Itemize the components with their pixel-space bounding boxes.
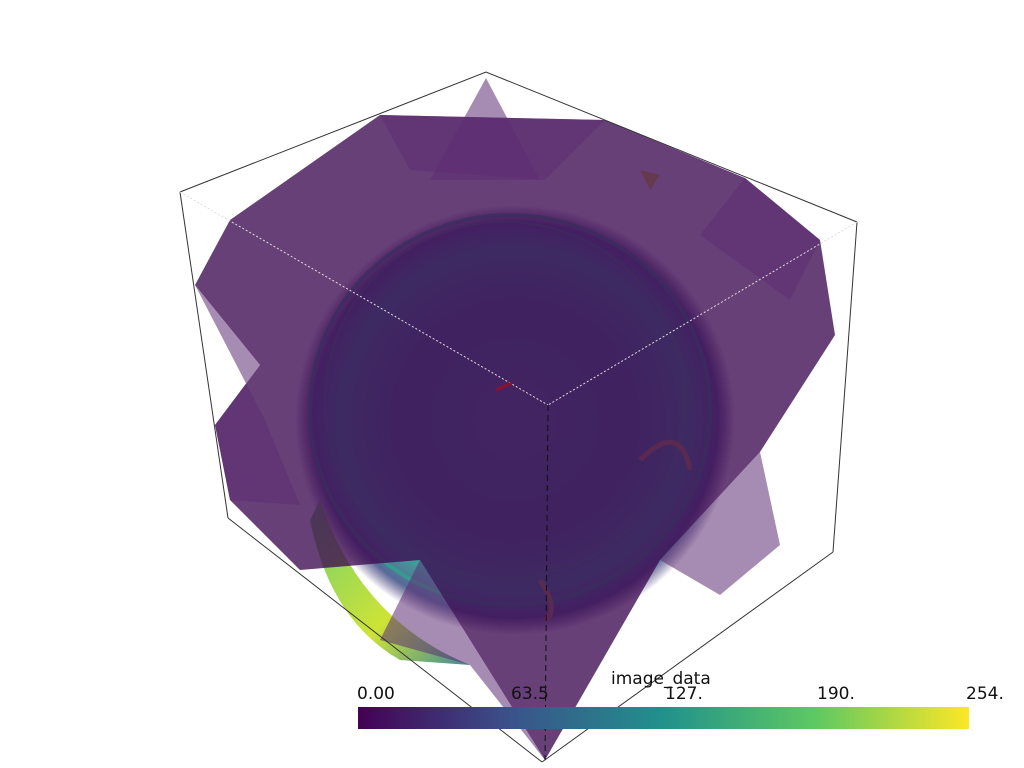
colorbar-tick-2: 127. (665, 684, 703, 704)
colorbar (358, 707, 969, 729)
colorbar-tick-3: 190. (817, 684, 855, 704)
slice-plane-highlights (195, 78, 820, 760)
slice-planes (195, 115, 835, 760)
colorbar-tick-0: 0.00 (357, 684, 395, 704)
colorbar-title: image_data (611, 669, 711, 689)
colorbar-tick-4: 254. (966, 684, 1004, 704)
colorbar-tick-1: 63.5 (511, 684, 549, 704)
axis-marker (495, 381, 513, 392)
